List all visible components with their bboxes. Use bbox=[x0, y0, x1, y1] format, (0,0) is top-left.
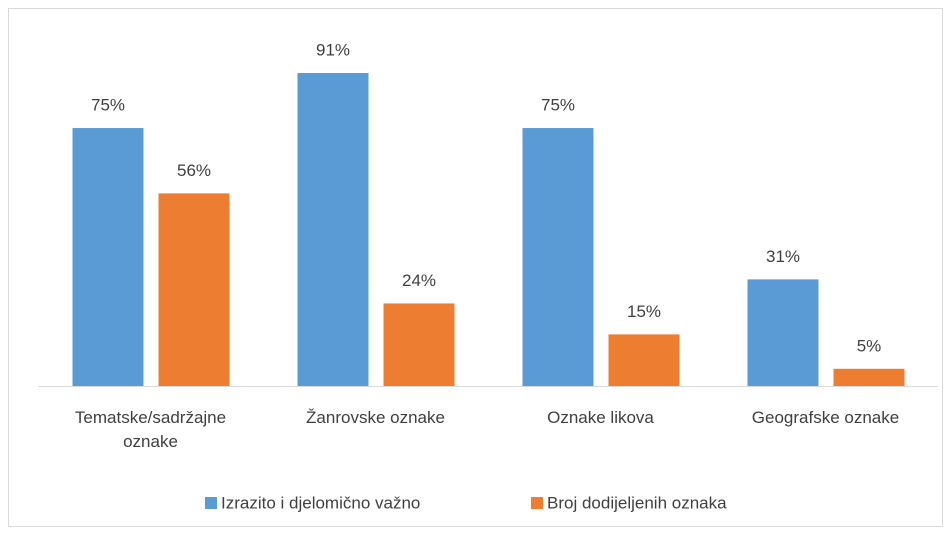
data-label: 24% bbox=[402, 271, 436, 290]
x-tick-label: Geografske oznake bbox=[751, 408, 900, 427]
bar bbox=[747, 279, 819, 386]
bar bbox=[833, 368, 905, 386]
x-tick-label: Tematske/sadržajne oznake bbox=[74, 408, 227, 451]
data-label: 5% bbox=[857, 336, 882, 355]
bar bbox=[383, 303, 455, 386]
data-label: 75% bbox=[541, 96, 575, 115]
legend-label: Broj dodijeljenih oznaka bbox=[547, 493, 727, 512]
bar bbox=[297, 73, 369, 386]
data-label: 75% bbox=[91, 96, 125, 115]
data-label: 91% bbox=[316, 40, 350, 59]
bar bbox=[522, 128, 594, 387]
legend-swatch bbox=[205, 497, 217, 509]
data-label: 56% bbox=[177, 161, 211, 180]
legend-label: Izrazito i djelomično važno bbox=[221, 493, 420, 512]
bar bbox=[608, 334, 680, 386]
bar bbox=[158, 193, 230, 386]
data-label: 15% bbox=[627, 302, 661, 321]
x-tick-label: Žanrovske oznake bbox=[306, 408, 445, 427]
legend-swatch bbox=[531, 497, 543, 509]
x-tick-label: Oznake likova bbox=[547, 408, 654, 427]
bar bbox=[72, 128, 144, 387]
data-label: 31% bbox=[766, 247, 800, 266]
